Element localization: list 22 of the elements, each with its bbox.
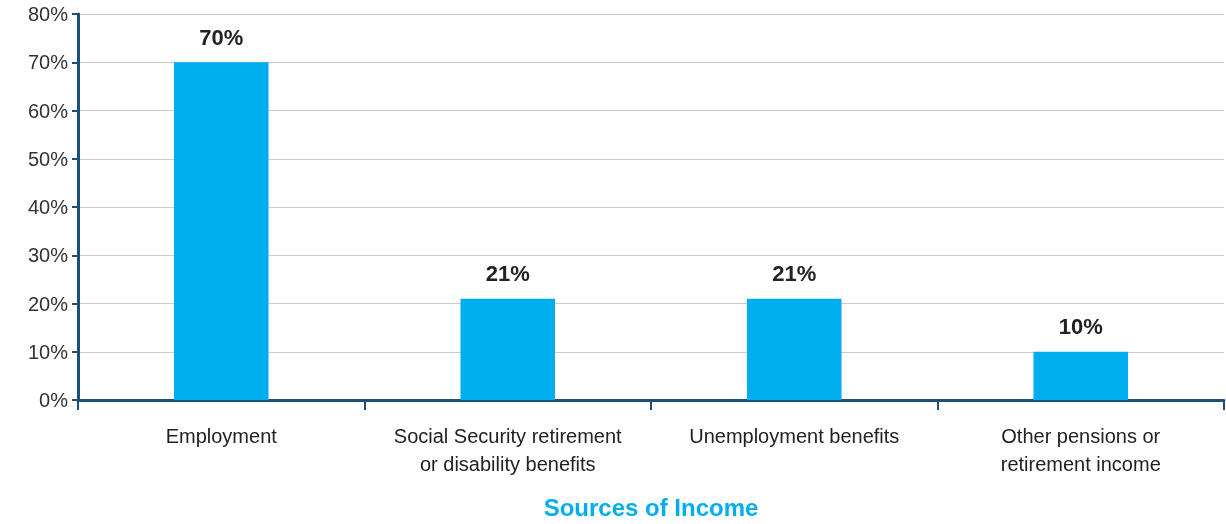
bar	[173, 62, 269, 400]
y-tick-label: 70%	[27, 51, 69, 74]
x-tick-label: Other pensions or retirement income	[1000, 425, 1161, 475]
x-tick-label: Employment	[165, 425, 278, 447]
data-label: 10%	[1058, 314, 1103, 340]
y-tick-label: 0%	[39, 389, 69, 411]
y-tick-label: 10%	[27, 340, 69, 363]
y-tick-label: 20%	[27, 292, 69, 315]
bar	[460, 298, 556, 400]
y-tick-label: 40%	[27, 196, 69, 218]
x-tick-label: Social Security retirement or disability benefits	[393, 425, 623, 475]
y-tick-label: 60%	[27, 99, 69, 122]
bar	[746, 298, 842, 400]
bar	[1033, 351, 1129, 400]
x-axis-title: Sources of Income	[543, 493, 759, 521]
data-label: 21%	[772, 261, 817, 287]
data-label: 70%	[199, 24, 244, 50]
y-tick-label: 80%	[27, 3, 69, 25]
x-tick-label: Unemployment benefits	[689, 425, 900, 447]
y-tick-label: 30%	[27, 244, 69, 267]
data-label: 21%	[485, 261, 530, 287]
y-tick-label: 50%	[27, 147, 69, 170]
